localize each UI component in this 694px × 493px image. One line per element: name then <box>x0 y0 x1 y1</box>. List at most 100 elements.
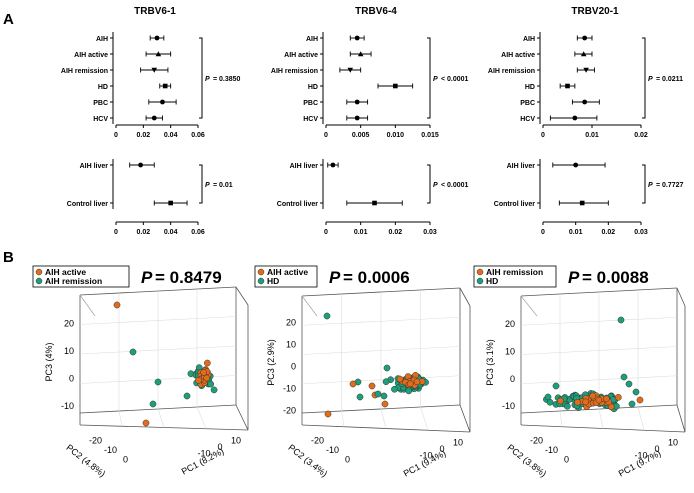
mean-marker <box>580 51 587 57</box>
point-group1 <box>589 392 597 400</box>
p-value-prefix: P <box>433 182 438 189</box>
point-group1 <box>368 382 376 390</box>
significance-bracket <box>199 37 203 119</box>
category-label: Control liver <box>494 201 536 208</box>
legend-label: AIH remission <box>486 267 543 277</box>
point-group1 <box>396 375 404 383</box>
point-group2 <box>374 390 382 398</box>
point-group1 <box>203 374 211 382</box>
legend-label: AIH active <box>45 267 86 277</box>
x-tick-label: 0 <box>439 444 444 454</box>
mean-marker <box>579 200 585 206</box>
forest-plot-6: AIH liver Control liver 0 0.01 0.02 0.03 P = 0.… <box>494 159 684 236</box>
p-value-prefix: P <box>648 76 653 83</box>
point-group2 <box>149 400 157 408</box>
point-group2 <box>391 385 398 393</box>
mean-marker <box>151 115 157 121</box>
x-tick-label: 0.04 <box>164 132 178 139</box>
y-axis-label: PC2 (4.8%) <box>64 442 107 479</box>
legend-box <box>254 265 318 288</box>
point-group1 <box>381 400 389 408</box>
point-group1 <box>203 359 211 367</box>
floor-grid-line <box>118 410 123 427</box>
category-label: AIH remission <box>488 68 535 75</box>
forest-plot-3: TRBV20-1 AIH AIH active AIH remission HD PBC H… <box>488 6 683 139</box>
x-tick-label: -10 <box>197 449 210 459</box>
legend-marker <box>476 277 484 285</box>
z-axis-label: PC3 (3.1%) <box>485 339 495 386</box>
box-edge <box>235 404 249 431</box>
mean-marker <box>162 83 168 89</box>
point-group2 <box>207 380 215 388</box>
x-tick-label: 0.02 <box>137 229 151 236</box>
legend-label: AIH remission <box>45 276 102 286</box>
forest-title: TRBV6-1 <box>134 6 176 17</box>
p-value: = 0.0006 <box>343 268 410 287</box>
category-label: AIH active <box>74 52 108 59</box>
p-value: = 0.3850 <box>213 76 241 83</box>
x-tick-label: 0.04 <box>164 229 178 236</box>
mean-marker <box>354 115 360 121</box>
category-label: AIH <box>96 36 108 43</box>
point-group2 <box>183 392 191 400</box>
x-tick-label: 0.06 <box>191 132 205 139</box>
p-value: < 0.0001 <box>441 76 469 83</box>
point-group1 <box>603 395 610 403</box>
floor-grid-line <box>341 410 345 427</box>
mean-marker <box>393 83 398 89</box>
z-tick-label: 20 <box>505 319 515 329</box>
point-group1 <box>636 396 644 404</box>
box-edge-back <box>520 295 538 317</box>
point-group2 <box>323 312 331 320</box>
x-tick-label: 10 <box>231 435 241 445</box>
mean-marker <box>583 67 589 73</box>
x-tick-label: 0.02 <box>137 132 151 139</box>
x-tick-label: 0 <box>541 229 545 236</box>
y-tick-label: -10 <box>545 445 558 455</box>
x-tick-label: 0 <box>114 132 118 139</box>
legend-label: HD <box>267 276 279 286</box>
z-tick-label: 10 <box>286 340 296 350</box>
z-tick-label: 10 <box>64 346 74 356</box>
y-tick-label: -20 <box>311 436 324 446</box>
x-tick-label: 0 <box>324 132 328 139</box>
floor-grid-line <box>380 408 387 429</box>
category-label: AIH remission <box>61 68 108 75</box>
mean-marker <box>155 51 162 57</box>
category-label: AIH <box>523 36 535 43</box>
significance-bracket <box>642 37 646 119</box>
z-tick-label: 0 <box>510 374 515 384</box>
point-group1 <box>113 301 121 309</box>
point-group2 <box>383 364 391 372</box>
category-label: PBC <box>93 100 108 107</box>
point-group1 <box>349 380 357 388</box>
point-group1 <box>142 419 150 427</box>
x-tick-label: 0.02 <box>602 229 616 236</box>
floor-grid-line <box>196 406 207 429</box>
x-tick-label: 0 <box>541 132 545 139</box>
point-group1 <box>195 376 202 384</box>
significance-bracket <box>427 37 431 119</box>
mean-marker <box>330 162 336 168</box>
y-tick-label: -10 <box>104 445 117 455</box>
mean-marker <box>565 83 570 89</box>
p-value-prefix: P <box>568 268 580 287</box>
z-tick-label: 0 <box>69 373 74 383</box>
point-group1 <box>406 380 414 388</box>
x-tick-label: 0.03 <box>423 229 437 236</box>
p-value-prefix: P <box>329 268 341 287</box>
x-tick-label: 10 <box>668 437 678 447</box>
category-label: AIH active <box>284 52 318 59</box>
floor-grid-line <box>420 406 429 431</box>
point-group1 <box>595 396 603 404</box>
category-label: AIH liver <box>290 163 319 170</box>
mean-marker <box>573 162 579 168</box>
p-value-prefix: P <box>433 76 438 83</box>
point-group2 <box>129 348 137 356</box>
mean-marker <box>138 162 144 168</box>
mean-marker <box>168 200 173 206</box>
p-value: = 0.0088 <box>582 268 649 287</box>
y-axis-label: PC2 (3.4%) <box>286 442 329 479</box>
legend-label: HD <box>486 276 498 286</box>
